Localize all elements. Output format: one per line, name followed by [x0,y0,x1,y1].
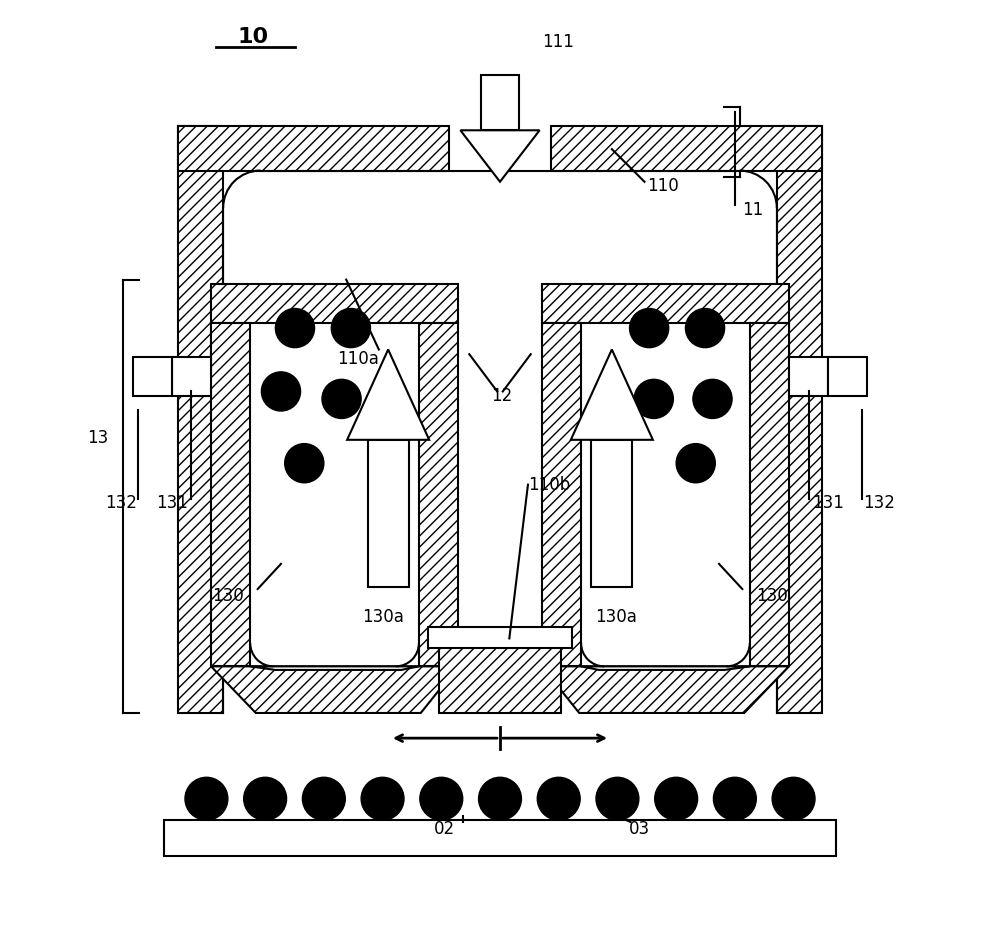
Polygon shape [542,666,789,713]
Bar [428,627,572,648]
Circle shape [713,777,756,820]
Bar [178,126,223,713]
Circle shape [630,308,669,348]
Circle shape [655,777,698,820]
Bar [581,323,750,666]
Bar [211,323,250,666]
Circle shape [185,777,228,820]
Circle shape [676,444,715,483]
Circle shape [772,777,815,820]
Text: 132: 132 [105,494,137,513]
Circle shape [302,777,345,820]
Circle shape [634,379,673,418]
Text: 130a: 130a [596,608,637,626]
Text: 110b: 110b [528,475,570,494]
Circle shape [479,777,521,820]
Bar [223,171,777,713]
Text: 110a: 110a [337,350,379,368]
Circle shape [685,308,725,348]
Bar [172,357,211,396]
Bar [750,323,789,666]
Text: 10: 10 [237,27,269,48]
Bar [777,126,822,713]
Circle shape [261,372,301,411]
Circle shape [322,379,361,418]
Text: 02: 02 [434,820,455,839]
Polygon shape [347,350,429,440]
Bar [439,643,561,713]
Bar [419,323,458,666]
Text: 12: 12 [491,387,512,405]
Polygon shape [460,130,540,182]
Bar [789,357,828,396]
Circle shape [537,777,580,820]
Circle shape [331,308,370,348]
Polygon shape [571,350,653,440]
Polygon shape [581,666,750,670]
Polygon shape [250,666,419,670]
Bar [551,126,822,171]
Circle shape [275,308,315,348]
Text: 130a: 130a [363,608,404,626]
Bar [211,323,223,363]
Bar [211,284,458,323]
Bar [542,323,581,666]
Bar [133,357,172,396]
Text: 11: 11 [742,200,764,219]
Bar [542,284,789,323]
Polygon shape [211,666,458,713]
Text: 131: 131 [812,494,844,513]
Text: 110: 110 [647,177,679,196]
Bar [368,440,409,587]
Text: 132: 132 [863,494,895,513]
Bar [591,440,632,587]
Text: 130: 130 [212,587,244,606]
Bar [481,75,519,130]
Text: 131: 131 [156,494,188,513]
Circle shape [596,777,639,820]
Bar [164,820,836,856]
Bar [178,126,449,171]
Bar [777,323,789,363]
Bar [250,323,419,666]
Circle shape [244,777,287,820]
Text: 111: 111 [542,33,574,51]
Circle shape [361,777,404,820]
Text: 13: 13 [87,429,108,447]
Circle shape [693,379,732,418]
Bar [828,357,867,396]
Circle shape [420,777,463,820]
Text: 03: 03 [629,820,650,839]
Text: 130: 130 [756,587,788,606]
Circle shape [285,444,324,483]
